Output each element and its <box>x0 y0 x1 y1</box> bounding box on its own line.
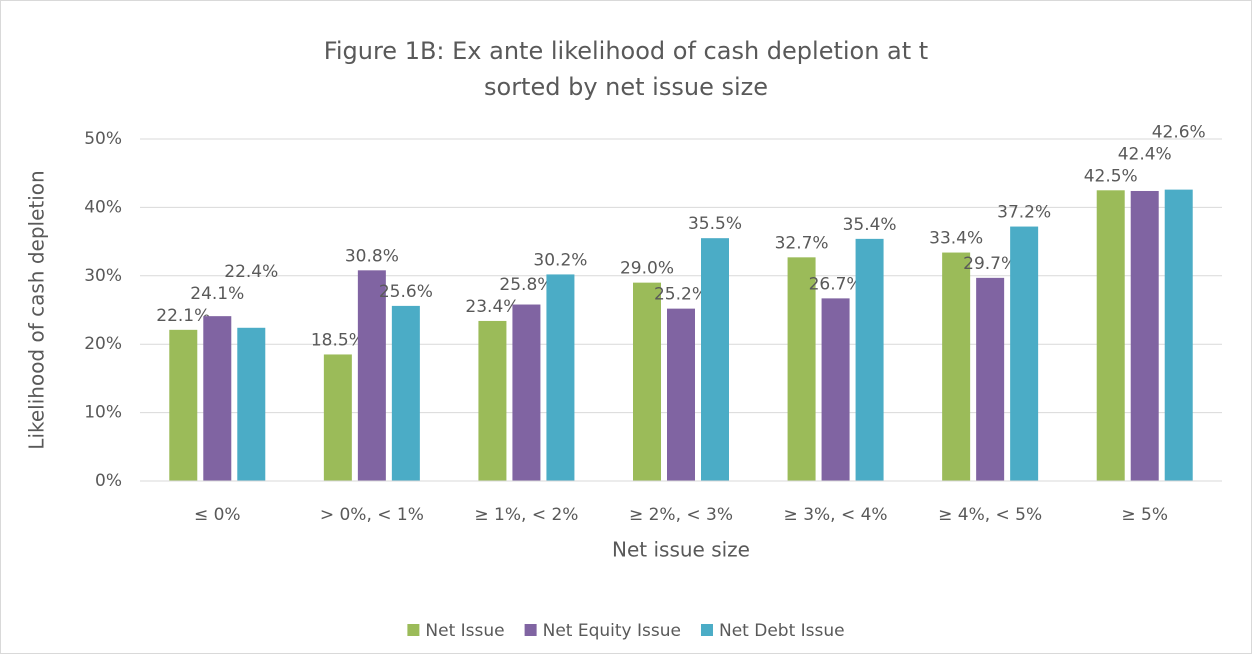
data-label: 22.4% <box>224 262 278 282</box>
x-tick-label: ≤ 0% <box>194 505 241 525</box>
data-label: 22.1% <box>156 306 210 326</box>
bar <box>1164 189 1193 481</box>
data-label: 30.8% <box>345 246 399 266</box>
data-label: 37.2% <box>997 203 1051 223</box>
data-label: 42.6% <box>1152 122 1206 142</box>
y-axis-title: Likelihood of cash depletion <box>25 170 49 449</box>
bar <box>855 238 884 481</box>
x-tick-label: ≥ 4%, < 5% <box>938 505 1042 525</box>
bar <box>821 298 850 481</box>
y-tick-label: 50% <box>84 129 122 149</box>
y-tick-label: 0% <box>95 471 122 491</box>
y-tick-label: 40% <box>84 197 122 217</box>
data-label: 23.4% <box>465 297 519 317</box>
x-tick-label: ≥ 1%, < 2% <box>474 505 578 525</box>
bar <box>478 320 507 481</box>
y-tick-label: 10% <box>84 403 122 423</box>
bar <box>667 308 695 481</box>
bar <box>391 305 420 481</box>
x-tick-label: > 0%, < 1% <box>320 505 424 525</box>
legend-swatch <box>700 624 713 636</box>
bar <box>1130 190 1159 481</box>
legend-swatch <box>524 624 537 636</box>
data-label: 24.1% <box>190 284 244 304</box>
bar <box>633 282 661 481</box>
data-label: 25.2% <box>654 285 708 305</box>
legend-label: Net Debt Issue <box>719 621 845 641</box>
data-label: 26.7% <box>809 274 863 294</box>
data-label: 18.5% <box>311 330 365 350</box>
bar <box>237 327 266 481</box>
bar <box>323 354 352 481</box>
chart-title: Figure 1B: Ex ante likelihood of cash de… <box>324 37 928 65</box>
x-axis-title: Net issue size <box>612 538 750 562</box>
bar <box>512 304 541 481</box>
x-tick-label: ≥ 3%, < 4% <box>784 505 888 525</box>
bar <box>787 257 816 481</box>
data-label: 42.4% <box>1118 144 1172 164</box>
x-tick-label: ≥ 5% <box>1121 505 1168 525</box>
bar <box>546 274 575 481</box>
legend-label: Net Equity Issue <box>543 621 681 641</box>
y-tick-label: 30% <box>84 266 122 286</box>
legend-label: Net Issue <box>425 621 504 641</box>
chart-subtitle: sorted by net issue size <box>484 73 768 101</box>
bar <box>1096 190 1125 482</box>
data-label: 42.5% <box>1084 166 1138 186</box>
bar <box>169 329 198 481</box>
y-tick-label: 20% <box>84 334 122 354</box>
data-label: 30.2% <box>533 250 587 270</box>
data-label: 29.0% <box>620 259 674 279</box>
bar <box>357 270 386 481</box>
data-label: 33.4% <box>929 229 983 249</box>
bar <box>701 238 729 481</box>
bar <box>942 252 971 481</box>
x-tick-label: ≥ 2%, < 3% <box>629 505 733 525</box>
data-label: 25.6% <box>379 282 433 302</box>
legend-swatch <box>407 624 420 636</box>
data-label: 35.4% <box>843 215 897 235</box>
data-label: 35.5% <box>688 214 742 234</box>
data-label: 29.7% <box>963 254 1017 274</box>
bar <box>1010 226 1039 481</box>
data-label: 32.7% <box>775 233 829 253</box>
bar <box>203 316 232 481</box>
bar <box>976 277 1005 481</box>
data-label: 25.8% <box>499 275 553 295</box>
